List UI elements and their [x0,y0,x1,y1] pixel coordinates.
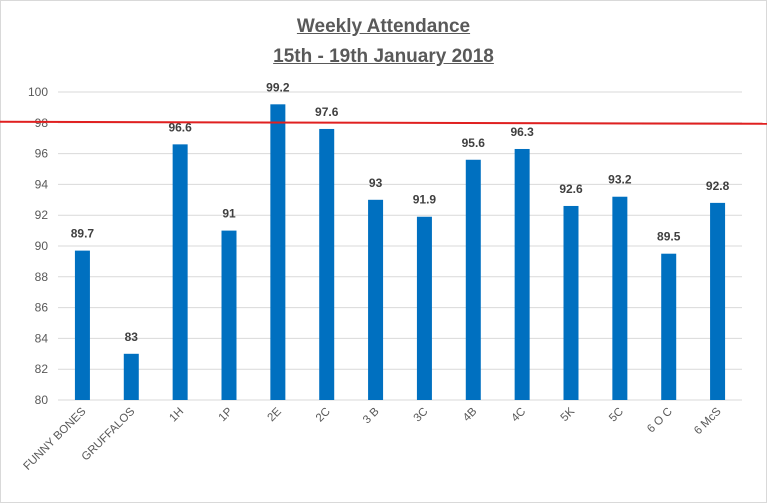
x-tick-label: FUNNY BONES [21,405,88,472]
data-label: 93.2 [608,173,632,187]
data-label: 96.3 [510,125,534,139]
bar [74,250,90,400]
bar [368,199,384,400]
data-label: 92.8 [706,179,730,193]
data-label: 92.6 [559,182,583,196]
x-tick-label: 5K [559,405,578,424]
x-tick-label: 2E [266,405,285,424]
x-tick-label: 2C [314,406,333,425]
data-label: 95.6 [462,136,486,150]
data-label: 93 [369,176,383,190]
y-tick-label: 100 [28,85,48,99]
x-tick-label: 6 O C [645,406,675,436]
x-tick-label: 6 McS [692,405,724,437]
y-tick-label: 90 [35,239,49,253]
x-tick-label: 4B [461,405,480,424]
bar [221,230,237,400]
y-tick-label: 94 [35,177,49,191]
x-tick-label: 3C [412,406,431,425]
bar [172,144,188,400]
x-tick-label: 3 B [361,405,382,426]
y-tick-label: 88 [35,270,49,284]
x-tick-label: 5C [607,406,626,425]
x-tick-label: 1H [167,406,186,425]
data-label: 83 [125,330,139,344]
y-tick-label: 86 [35,301,49,315]
chart-subtitle: 15th - 19th January 2018 [273,46,494,67]
bar [514,148,530,400]
chart-title: Weekly Attendance [296,16,471,37]
bar [270,104,286,400]
target-line [0,120,767,125]
bar [661,253,677,400]
bar [563,205,579,400]
bar [319,128,335,400]
bar [465,159,481,400]
bar [416,216,432,400]
y-tick-label: 84 [35,331,49,345]
bar [612,196,628,400]
data-label: 89.7 [71,227,95,241]
data-label: 97.6 [315,105,339,119]
bar [123,353,139,400]
bar [710,202,726,400]
y-tick-label: 82 [35,362,49,376]
x-tick-label: 1P [217,405,236,424]
x-tick-label: 4C [509,406,528,425]
y-tick-label: 80 [35,393,49,407]
data-label: 96.6 [168,120,192,134]
data-label: 91.9 [413,193,437,207]
data-label: 91 [222,207,236,221]
y-tick-label: 96 [35,147,49,161]
data-label: 89.5 [657,230,681,244]
y-tick-label: 92 [35,208,49,222]
data-label: 99.2 [266,80,290,94]
